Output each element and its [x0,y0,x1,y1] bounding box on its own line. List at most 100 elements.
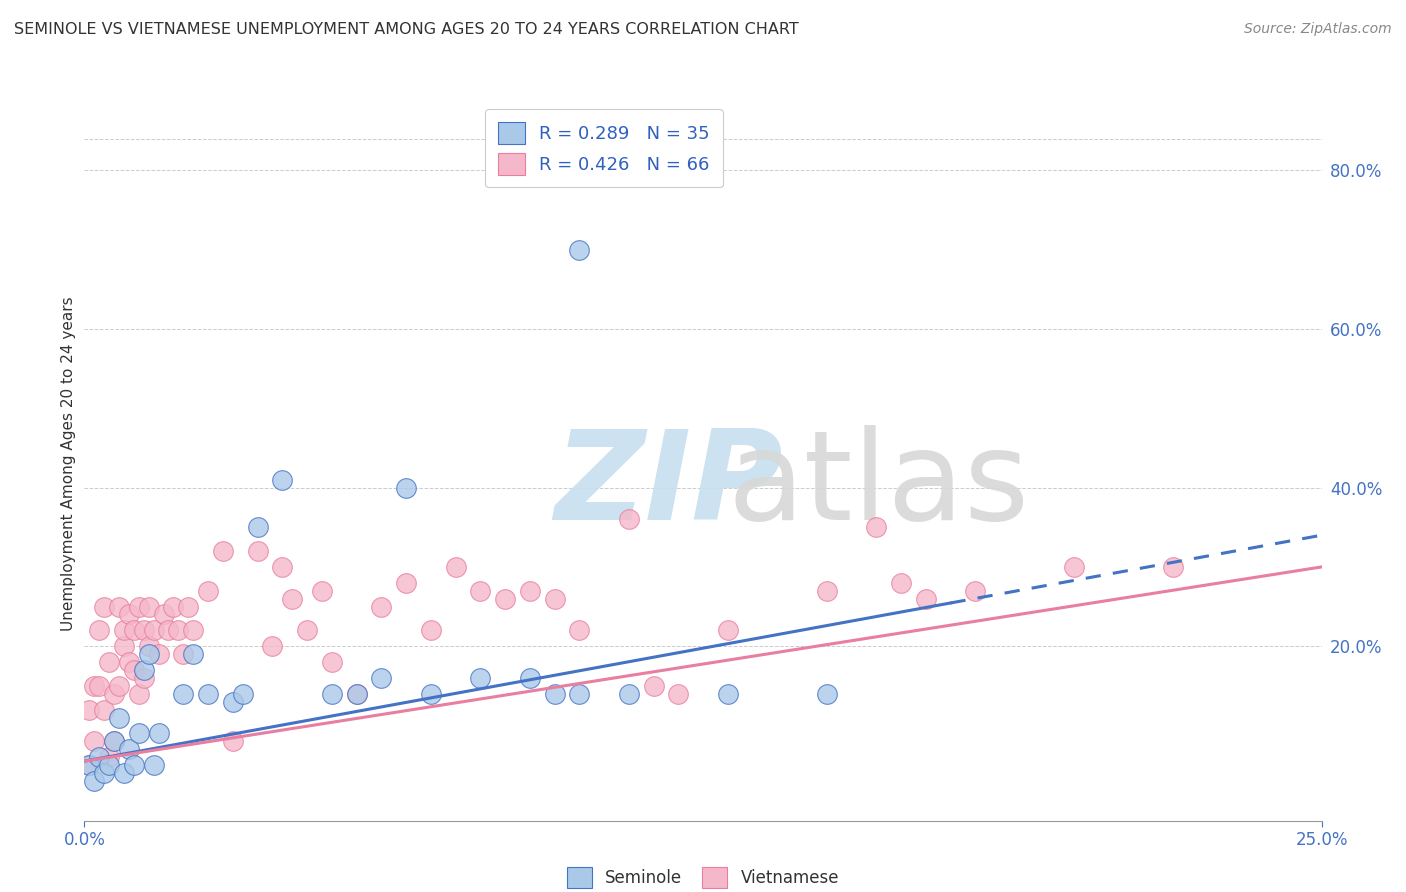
Point [271,473,294,487]
Point [157,624,180,638]
Point [112,624,135,638]
Point [122,624,145,638]
Point [138,647,160,661]
Point [162,599,184,614]
Point [177,599,200,614]
Point [222,734,245,748]
Point [181,647,204,661]
Point [142,624,165,638]
Point [1161,560,1184,574]
Point [122,758,145,772]
Point [122,663,145,677]
Point [543,591,565,606]
Point [395,481,418,495]
Point [197,583,219,598]
Point [543,687,565,701]
Point [890,575,912,590]
Point [262,639,284,653]
Point [138,639,160,653]
Point [370,599,392,614]
Point [494,591,516,606]
Point [181,624,204,638]
Point [865,520,887,534]
Point [79,758,101,772]
Point [965,583,987,598]
Point [118,655,141,669]
Point [666,687,689,701]
Point [83,774,105,789]
Point [914,591,936,606]
Point [271,560,294,574]
Point [93,766,115,780]
Point [568,687,591,701]
Point [103,734,125,748]
Point [79,703,101,717]
Point [152,607,174,622]
Point [321,655,343,669]
Text: SEMINOLE VS VIETNAMESE UNEMPLOYMENT AMONG AGES 20 TO 24 YEARS CORRELATION CHART: SEMINOLE VS VIETNAMESE UNEMPLOYMENT AMON… [14,22,799,37]
Point [311,583,333,598]
Point [321,687,343,701]
Point [167,624,190,638]
Point [128,726,150,740]
Point [128,687,150,701]
Point [79,758,101,772]
Point [346,687,368,701]
Point [108,679,131,693]
Point [717,687,740,701]
Point [128,599,150,614]
Point [112,639,135,653]
Point [98,758,121,772]
Point [346,687,368,701]
Point [281,591,304,606]
Point [444,560,467,574]
Point [108,599,131,614]
Point [172,647,194,661]
Point [246,544,269,558]
Point [132,671,155,685]
Point [89,750,111,764]
Point [395,575,418,590]
Point [148,726,170,740]
Point [83,734,105,748]
Text: Source: ZipAtlas.com: Source: ZipAtlas.com [1244,22,1392,37]
Point [295,624,318,638]
Point [108,710,131,724]
Point [419,624,441,638]
Point [172,687,194,701]
Point [519,671,541,685]
Point [93,599,115,614]
Point [132,624,155,638]
Point [98,655,121,669]
Text: ZIP: ZIP [554,425,783,546]
Point [103,734,125,748]
Point [470,671,492,685]
Point [148,647,170,661]
Point [617,687,640,701]
Point [118,742,141,756]
Text: atlas: atlas [728,425,1029,546]
Point [138,599,160,614]
Point [222,695,245,709]
Point [617,512,640,526]
Point [112,766,135,780]
Point [89,679,111,693]
Point [1063,560,1085,574]
Point [815,583,838,598]
Point [419,687,441,701]
Point [568,624,591,638]
Point [643,679,665,693]
Point [98,750,121,764]
Point [83,679,105,693]
Point [519,583,541,598]
Point [197,687,219,701]
Point [132,663,155,677]
Point [717,624,740,638]
Y-axis label: Unemployment Among Ages 20 to 24 years: Unemployment Among Ages 20 to 24 years [60,296,76,632]
Point [212,544,235,558]
Point [370,671,392,685]
Point [93,703,115,717]
Point [232,687,254,701]
Point [103,687,125,701]
Point [118,607,141,622]
